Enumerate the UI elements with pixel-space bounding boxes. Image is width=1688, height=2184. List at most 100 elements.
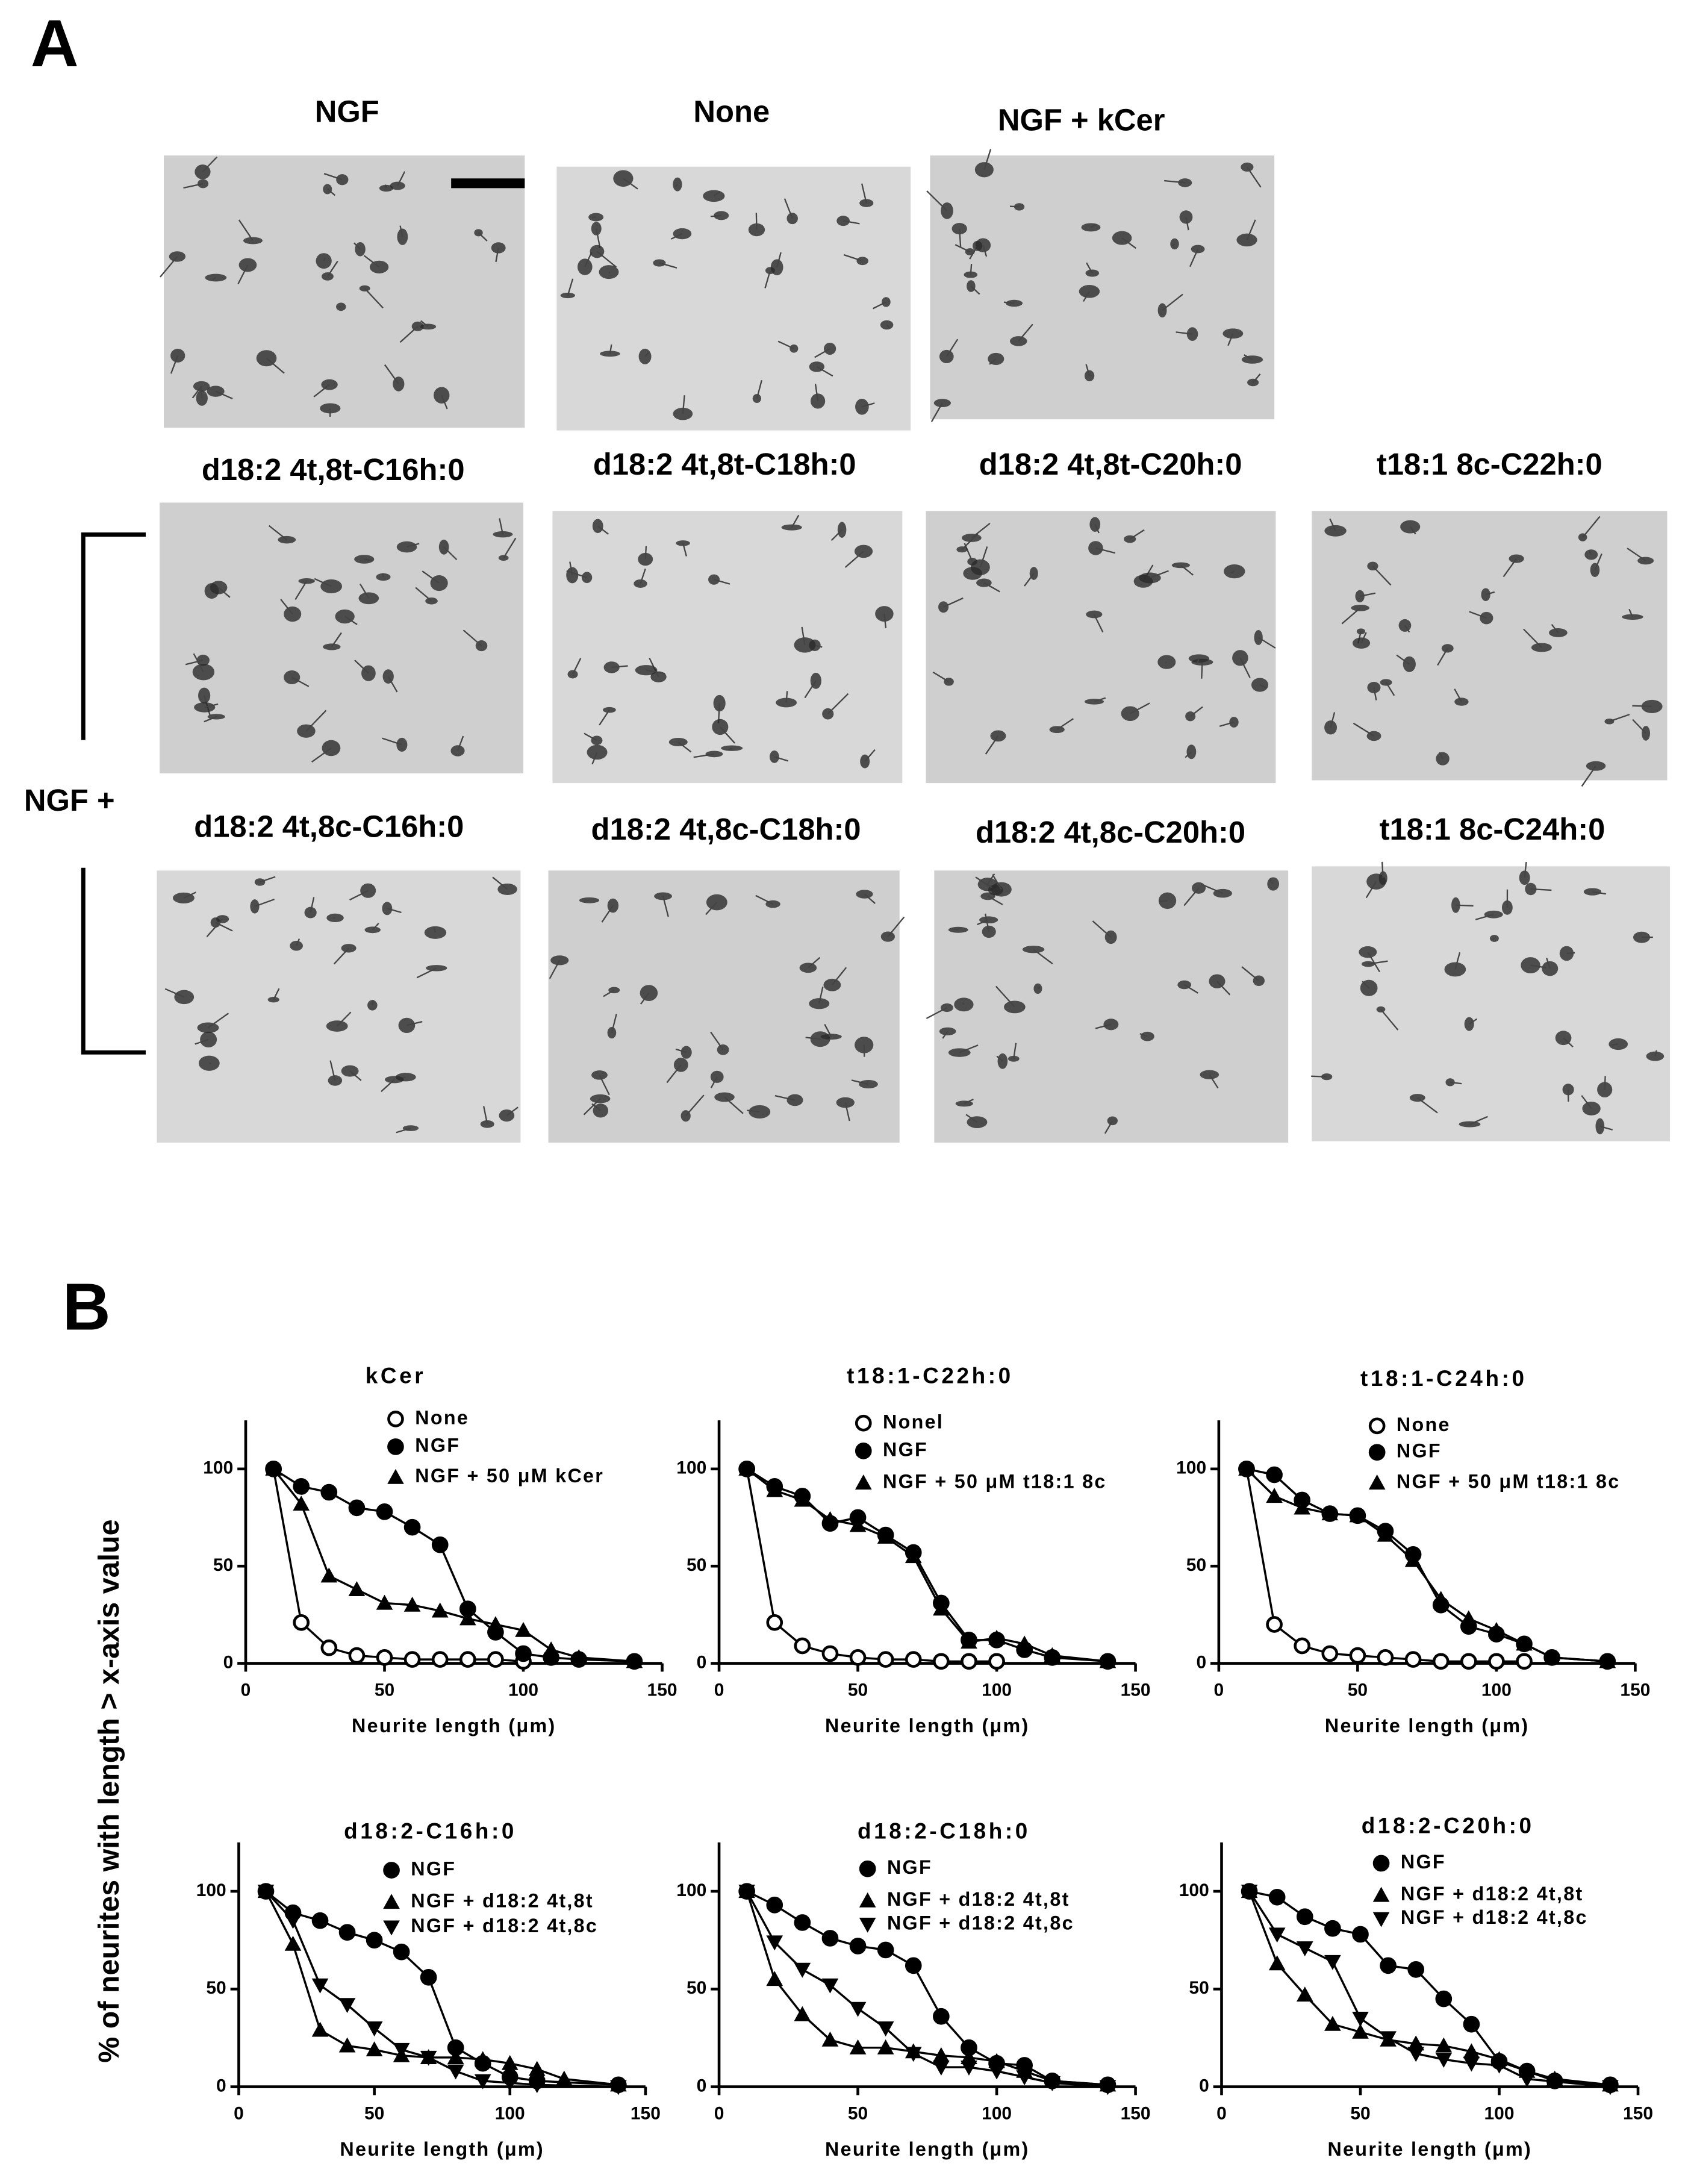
- neurite: [296, 938, 300, 946]
- cell: [933, 399, 951, 407]
- cell: [420, 323, 437, 330]
- neurite: [950, 928, 959, 931]
- neurite: [1417, 1097, 1438, 1114]
- legend-label: NGF + d18:2 4t,8t: [411, 1890, 594, 1912]
- cell: [1597, 1082, 1613, 1097]
- neurite: [1524, 861, 1527, 878]
- cell: [169, 251, 186, 262]
- cell: [1637, 557, 1654, 565]
- y-tick-label: 50: [1189, 1978, 1209, 1998]
- cell: [1441, 644, 1454, 653]
- neurite: [776, 252, 782, 268]
- legend-marker: [855, 1414, 872, 1432]
- chart-title: kCer: [366, 1363, 426, 1388]
- y-tick-label: 0: [216, 2076, 226, 2096]
- neurite: [1246, 219, 1256, 240]
- neurite: [1469, 1018, 1478, 1025]
- data-point: [1435, 2053, 1453, 2068]
- legend-marker: [1372, 1886, 1390, 1902]
- data-point: [311, 1978, 329, 1994]
- neurite: [1180, 564, 1194, 576]
- data-point: [447, 2049, 464, 2064]
- cell: [951, 223, 967, 235]
- cell: [354, 555, 375, 564]
- data-point: [849, 1649, 867, 1666]
- neurite: [291, 676, 310, 687]
- micrographs: [157, 149, 1671, 1143]
- y-tick-label: 100: [196, 1880, 226, 1900]
- neurite: [1227, 333, 1234, 346]
- x-tick-label: 150: [1620, 1680, 1650, 1700]
- cell: [426, 965, 447, 972]
- neurite: [183, 891, 196, 899]
- cell: [1103, 1019, 1119, 1031]
- neurite: [831, 967, 847, 986]
- neurite: [1086, 262, 1093, 274]
- data-point: [1044, 1647, 1061, 1662]
- data-point: [265, 1461, 282, 1476]
- cell: [752, 394, 762, 404]
- neurite: [987, 895, 1003, 905]
- neurite: [719, 726, 735, 744]
- cell: [1324, 720, 1338, 735]
- micrograph-background: [160, 502, 524, 773]
- legend-marker: [387, 1468, 404, 1484]
- neurite: [1609, 714, 1630, 722]
- data-point: [1435, 2037, 1453, 2053]
- neurite: [364, 288, 384, 309]
- y-tick-label: 50: [1186, 1555, 1206, 1575]
- x-axis-label: Neurite length (μm): [352, 1715, 556, 1736]
- neurite: [1341, 607, 1361, 625]
- cell: [566, 567, 579, 584]
- data-point: [905, 1957, 922, 1974]
- y-tick-label: 50: [687, 1978, 706, 1998]
- data-point: [794, 1491, 811, 1507]
- data-point: [393, 2042, 410, 2058]
- neurite: [1139, 1033, 1148, 1037]
- x-tick-label: 50: [848, 2104, 868, 2124]
- neurite: [354, 660, 369, 674]
- data-point: [766, 1614, 783, 1631]
- data-point: [447, 2064, 464, 2080]
- neurite: [1092, 920, 1112, 938]
- image-label: d18:2 4t,8c-C20h:0: [976, 815, 1245, 849]
- data-point: [338, 1924, 356, 1941]
- neurite: [399, 326, 419, 343]
- data-point: [1349, 1507, 1366, 1523]
- neurite: [1216, 981, 1231, 996]
- neurite: [387, 676, 398, 693]
- neurite: [864, 749, 876, 762]
- neurite: [1259, 684, 1267, 689]
- cell: [1356, 628, 1366, 635]
- x-axis-label: Neurite length (μm): [1325, 1715, 1530, 1736]
- neurite: [785, 691, 788, 703]
- neurite: [965, 1114, 978, 1123]
- neurite: [677, 741, 692, 753]
- neurite: [506, 1106, 519, 1116]
- neurite: [1129, 529, 1145, 540]
- legend-label: NGF + 50 μM kCer: [415, 1465, 604, 1487]
- x-tick-label: 0: [241, 1680, 251, 1700]
- neurite: [1159, 900, 1168, 902]
- data-point: [431, 1536, 449, 1553]
- x-tick-label: 150: [1121, 1680, 1151, 1700]
- neurite: [886, 324, 890, 328]
- neurite: [1365, 881, 1377, 899]
- image-label: None: [693, 94, 770, 128]
- data-point: [988, 1629, 1005, 1645]
- neurite: [1359, 592, 1376, 597]
- cell: [284, 670, 301, 685]
- data-point: [1324, 1920, 1341, 1937]
- axis: [1220, 1842, 1639, 2088]
- neurite: [1367, 952, 1380, 973]
- neurite: [492, 876, 508, 890]
- image-label: NGF: [315, 94, 379, 128]
- neurite: [372, 923, 379, 931]
- chart: d18:2-C16h:0 0 50 100 0 50 100 150 Neurite lengt…: [196, 1819, 661, 2161]
- data-point: [1380, 2031, 1397, 2047]
- data-point: [1349, 1647, 1366, 1664]
- data-point: [555, 2070, 573, 2086]
- neurite: [1201, 662, 1203, 679]
- neurite: [420, 320, 429, 328]
- neurite: [842, 220, 860, 225]
